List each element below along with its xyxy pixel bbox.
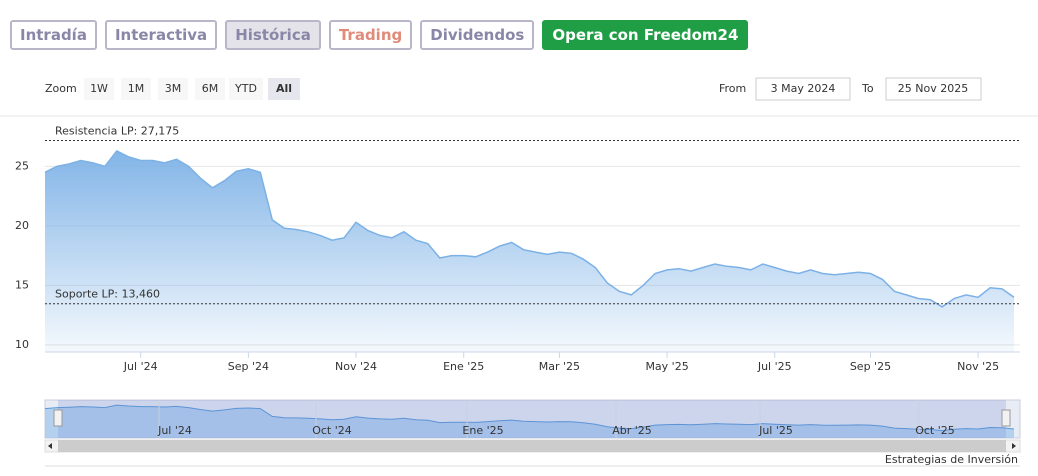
x-tick-label: Nov '24 — [335, 360, 377, 373]
reference-label: Resistencia LP: 27,175 — [55, 125, 179, 138]
x-tick-label: Ene '25 — [443, 360, 484, 373]
navigator-label: Oct '24 — [312, 424, 352, 437]
zoom-button[interactable] — [195, 78, 225, 100]
line — [44, 149, 1015, 308]
tab[interactable]: Dividendos — [420, 20, 535, 50]
x-tick-label: Sep '25 — [850, 360, 891, 373]
zoom-button-label[interactable]: YTD — [234, 82, 257, 95]
zoom-button-label[interactable]: All — [276, 82, 292, 95]
navigator-handle[interactable] — [53, 409, 63, 427]
tab[interactable]: Intradía — [10, 20, 97, 50]
to-value: 25 Nov 2025 — [898, 82, 968, 95]
y-tick-label: 20 — [15, 219, 29, 232]
zoom-button[interactable] — [158, 78, 188, 100]
y-tick-label: 25 — [15, 159, 29, 172]
zoom-label: Zoom — [45, 82, 77, 95]
x-tick-label: Jul '25 — [757, 360, 792, 373]
navigator-label: Oct '25 — [915, 424, 955, 437]
navigator-handle[interactable] — [1001, 409, 1011, 427]
scroll-right[interactable] — [1012, 443, 1016, 449]
to-label: To — [861, 82, 874, 95]
scroll-left[interactable] — [48, 443, 52, 449]
navigator-line — [44, 404, 1015, 432]
tab[interactable]: Opera con Freedom24 — [542, 20, 749, 50]
y-tick-label: 15 — [15, 278, 29, 291]
from-input[interactable] — [755, 77, 851, 101]
to-input[interactable] — [885, 77, 982, 101]
tab-bar: Intradía Interactiva Histórica Trading Divid… — [10, 20, 749, 50]
zoom-button[interactable] — [229, 78, 263, 100]
navigator-label: Ene '25 — [462, 424, 503, 437]
zoom-button-label[interactable]: 1W — [90, 82, 108, 95]
scrollbar-thumb[interactable] — [58, 440, 1006, 452]
tab[interactable]: Interactiva — [104, 20, 218, 50]
navigator-label: Abr '25 — [612, 424, 652, 437]
navigator-mask — [58, 400, 1006, 438]
x-tick-label: Mar '25 — [539, 360, 580, 373]
navigator-label: Jul '25 — [758, 424, 793, 437]
footer-credit: Estrategias de Inversión — [885, 453, 1018, 466]
zoom-button-label[interactable]: 1M — [128, 82, 145, 95]
zoom-button-label[interactable]: 6M — [202, 82, 219, 95]
x-tick-label: May '25 — [645, 360, 688, 373]
x-tick-label: Sep '24 — [228, 360, 269, 373]
x-tick-label: Nov '25 — [957, 360, 999, 373]
from-value: 3 May 2024 — [771, 82, 836, 95]
from-label: From — [719, 82, 746, 95]
zoom-button[interactable] — [268, 78, 300, 100]
zoom-button-label[interactable]: 3M — [165, 82, 182, 95]
navigator-label: Jul '24 — [157, 424, 192, 437]
zoom-button[interactable] — [121, 78, 151, 100]
reference-label: Soporte LP: 13,460 — [55, 288, 160, 301]
zoom-button[interactable] — [84, 78, 114, 100]
y-tick-label: 10 — [15, 338, 29, 351]
tab[interactable]: Histórica — [225, 20, 321, 50]
tab[interactable]: Trading — [328, 20, 413, 50]
x-tick-label: Jul '24 — [123, 360, 158, 373]
